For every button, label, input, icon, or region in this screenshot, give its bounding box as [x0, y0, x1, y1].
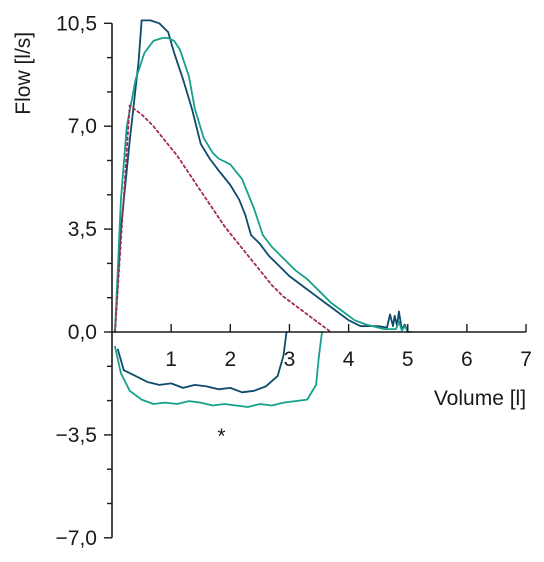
series-line-1: [114, 19, 409, 333]
x-tick-label: 7: [520, 348, 532, 371]
y-tick-label: 10,5: [56, 12, 97, 35]
y-tick-label: 3,5: [68, 218, 97, 241]
y-tick-label: −7,0: [56, 527, 97, 550]
x-tick-label: 5: [402, 348, 414, 371]
y-tick-label: 7,0: [68, 115, 97, 138]
plot-area: [114, 19, 412, 408]
y-tick-label: −3,5: [56, 424, 97, 447]
x-tick-label: 4: [343, 348, 355, 371]
series-line-4: [114, 331, 323, 408]
series-line-5: [114, 104, 332, 333]
y-tick-label: 0,0: [68, 321, 97, 344]
x-tick-label: 6: [461, 348, 473, 371]
x-tick-label: 2: [224, 348, 236, 371]
asterisk-annotation: *: [217, 425, 225, 448]
x-axis-title: Volume [l]: [434, 387, 526, 410]
axes: [104, 22, 527, 539]
series-line-2: [117, 331, 288, 394]
series-line-3: [114, 37, 412, 333]
x-tick-label: 1: [165, 348, 177, 371]
x-tick-label: 3: [284, 348, 296, 371]
y-axis-title: Flow [l/s]: [12, 32, 35, 115]
